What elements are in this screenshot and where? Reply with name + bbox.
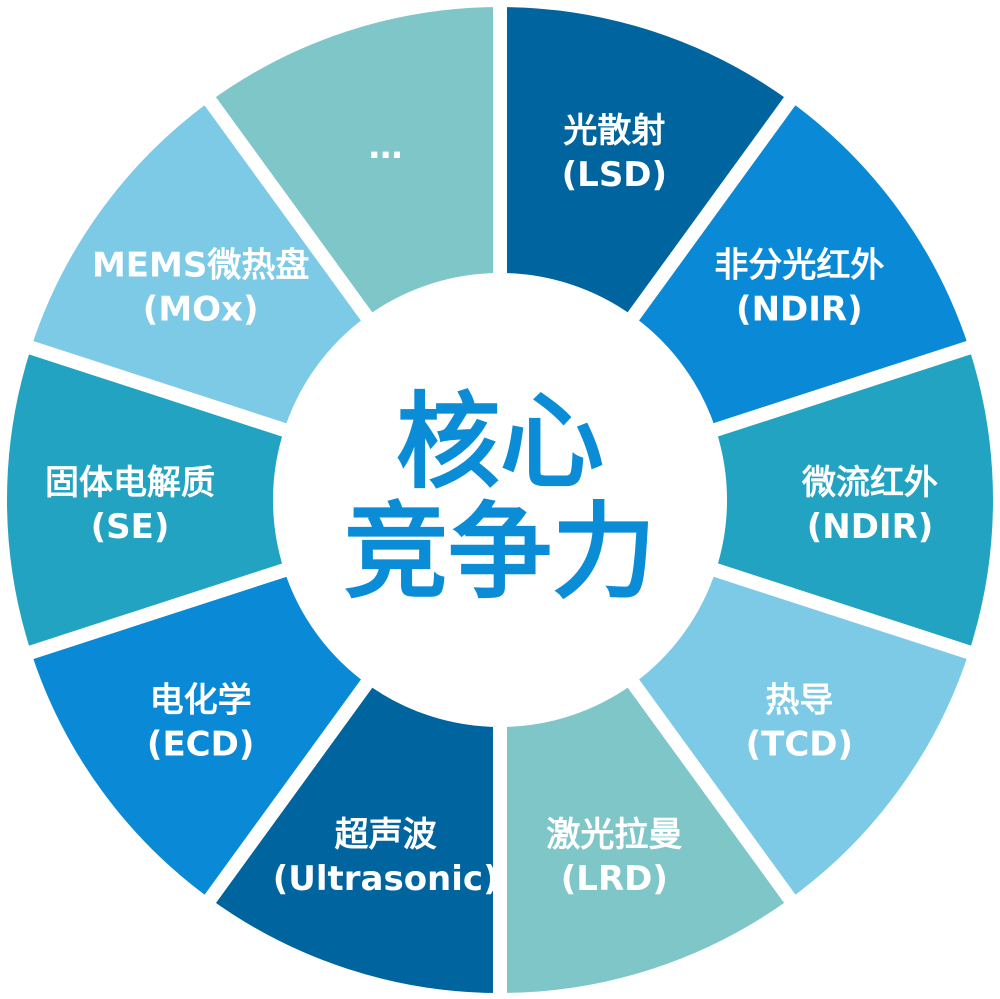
segment-label: 激光拉曼 [546, 815, 682, 855]
segment-sublabel: (NDIR) [807, 507, 934, 547]
segment-sublabel: (MOx) [143, 290, 259, 330]
segment-sublabel: (SE) [91, 507, 170, 547]
segment-label: 固体电解质 [45, 463, 215, 503]
segment-sublabel: (TCD) [746, 724, 853, 764]
center-title-line2: 竞争力 [344, 491, 656, 613]
segment-label: 微流红外 [801, 463, 938, 503]
segment-label: … [369, 127, 403, 167]
segment-label: 热导 [765, 680, 833, 720]
segment-label: MEMS微热盘 [92, 246, 309, 286]
segment-sublabel: (NDIR) [736, 290, 863, 330]
segment-label: 超声波 [335, 815, 437, 855]
segment-sublabel: (LRD) [561, 859, 668, 899]
center-title-line1: 核心 [396, 381, 604, 503]
segment-label: 电化学 [150, 680, 252, 720]
segment-sublabel: (Ultrasonic) [273, 859, 499, 899]
segment-label: 光散射 [563, 111, 665, 151]
segment-label: 非分光红外 [714, 246, 884, 286]
center-circle [274, 274, 726, 726]
segment-sublabel: (ECD) [147, 724, 254, 764]
segment-sublabel: (LSD) [562, 155, 667, 195]
